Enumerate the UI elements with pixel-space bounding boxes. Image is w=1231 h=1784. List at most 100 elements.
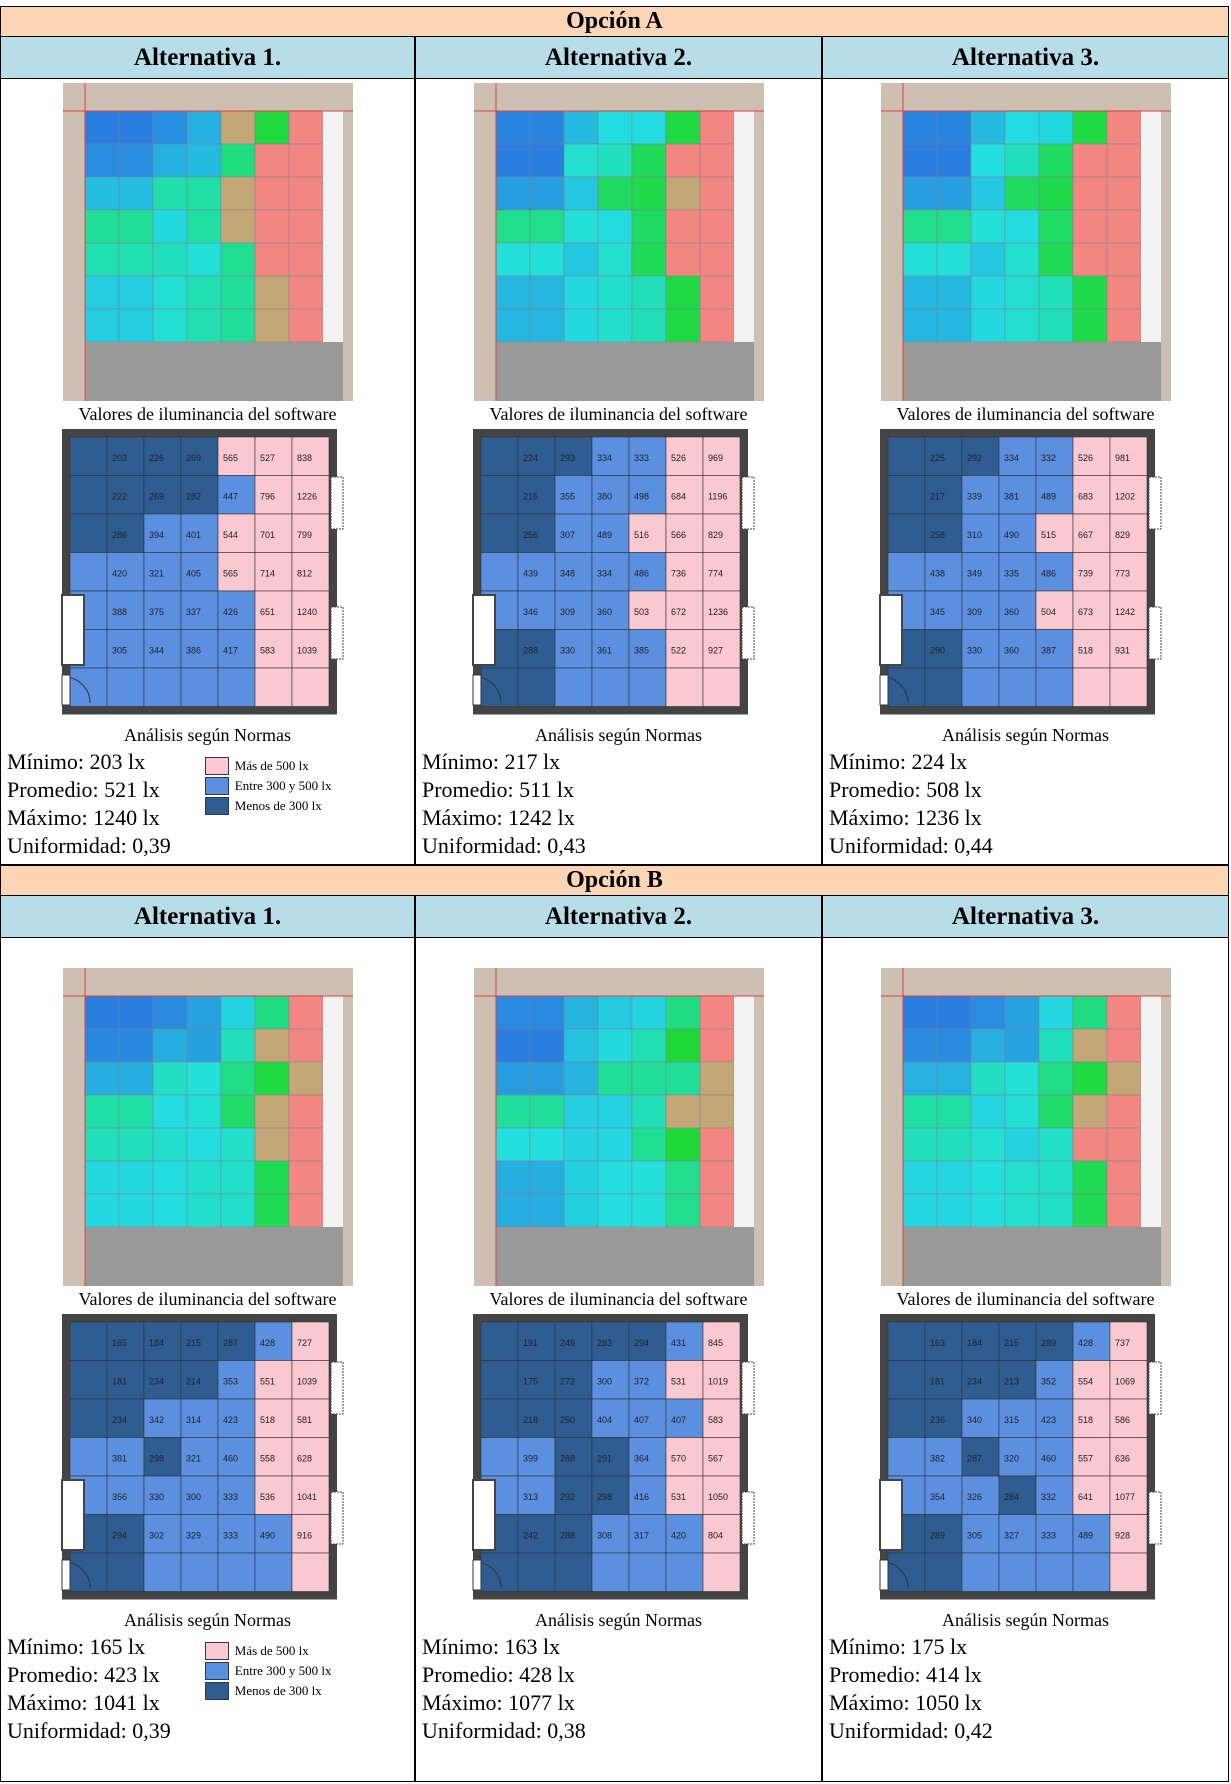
heatmap-cell: [631, 1127, 666, 1162]
plan-value: 380: [597, 492, 612, 502]
heatmap-cell: [1038, 110, 1073, 145]
heatmap-cell: [631, 1094, 666, 1129]
plan-value: 360: [597, 607, 612, 617]
plan-cell: [887, 552, 925, 592]
heatmap-cell: [631, 176, 666, 211]
heatmap-cell: [665, 209, 700, 244]
plan-value: 636: [1115, 1454, 1130, 1464]
plan-cell: [961, 1437, 999, 1477]
heatmap-cell: [1038, 995, 1073, 1030]
heatmap-cell: [1004, 110, 1039, 145]
heatmap-bottom: [902, 342, 1161, 401]
heatmap-cell: [254, 1160, 289, 1195]
heatmap-cell: [288, 275, 323, 310]
plan-cell: [628, 513, 666, 553]
heatmap-cell: [186, 143, 221, 178]
plan-value: 423: [1041, 1415, 1056, 1425]
heatmap-cell: [84, 176, 119, 211]
plan-cell: [998, 1360, 1036, 1400]
plan-caption: Análisis según Normas: [535, 1610, 702, 1630]
plan-cell: [517, 513, 555, 553]
plan-value: 1039: [297, 1377, 317, 1387]
stat-line: Uniformidad: 0,43: [422, 833, 586, 858]
heatmap-cell: [902, 995, 937, 1030]
plan-cell: [291, 436, 329, 476]
heatmap-cell: [529, 209, 564, 244]
plan-value: 672: [671, 607, 686, 617]
plan-cell: [924, 513, 962, 553]
plan-cell: [591, 590, 629, 630]
heatmap-cell: [970, 242, 1005, 277]
heatmap-cell: [631, 143, 666, 178]
plan-cell: [591, 1398, 629, 1438]
heatmap-cell: [254, 1094, 289, 1129]
heatmap-cell: [936, 1028, 971, 1063]
plan-value: 428: [1078, 1338, 1093, 1348]
plan-value: 329: [186, 1531, 201, 1541]
plan-cell: [998, 590, 1036, 630]
plan-value: 330: [560, 646, 575, 656]
plan-cell: [554, 475, 592, 515]
plan-cell: [554, 667, 592, 707]
heatmap-cell: [1072, 1094, 1107, 1129]
heatmap-right: [1140, 111, 1161, 342]
plan-value: 518: [260, 1415, 275, 1425]
plan-value: 327: [1004, 1531, 1019, 1541]
heatmap-cell: [220, 110, 255, 145]
stat-line: Mínimo: 203 lx: [7, 749, 146, 774]
plan-value: 460: [223, 1454, 238, 1464]
heatmap-cell: [186, 1094, 221, 1129]
heatmap-cell: [1004, 1028, 1039, 1063]
plan-value: 566: [671, 530, 686, 540]
heatmap-cell: [186, 275, 221, 310]
plan-cell: [998, 1321, 1036, 1361]
heatmap-cell: [1072, 209, 1107, 244]
heatmap-cell: [699, 1127, 734, 1162]
plan-cell: [591, 1360, 629, 1400]
plan-cell: [517, 1398, 555, 1438]
legend-label: Menos de 300 lx: [234, 798, 322, 813]
heatmap-cell: [970, 1028, 1005, 1063]
plan-cell: [69, 513, 107, 553]
heatmap-cell: [220, 1127, 255, 1162]
alternative-header: Alternativa 2.: [415, 895, 822, 938]
heatmap-cell: [1072, 995, 1107, 1030]
plan-caption: Análisis según Normas: [124, 725, 291, 745]
plan-cell: [106, 552, 144, 592]
software-heatmap: [880, 968, 1171, 1286]
heatmap-cell: [84, 242, 119, 277]
plan-value: 927: [708, 646, 723, 656]
heatmap-cell: [597, 1160, 632, 1195]
heatmap-cell: [665, 995, 700, 1030]
heatmap-cell: [220, 143, 255, 178]
heatmap-cell: [118, 995, 153, 1030]
plan-value: 250: [560, 1415, 575, 1425]
plan-cell: [1035, 1398, 1073, 1438]
heatmap-cell: [529, 176, 564, 211]
heatmap-cell: [631, 995, 666, 1030]
plan-value: 558: [260, 1454, 275, 1464]
heatmap-cell: [529, 1094, 564, 1129]
plan-value: 289: [1041, 1338, 1056, 1348]
plan-cell: [69, 475, 107, 515]
plan-cell: [1072, 1552, 1110, 1592]
heatmap-cell: [529, 1160, 564, 1195]
plan-value: 298: [149, 1454, 164, 1464]
legend-label: Más de 500 lx: [234, 758, 309, 773]
plan-cell: [217, 1514, 255, 1554]
plan-cell: [998, 475, 1036, 515]
heatmap-cell: [288, 176, 323, 211]
plan-value: 290: [930, 646, 945, 656]
heatmap-cell: [254, 995, 289, 1030]
heatmap-cell: [597, 1028, 632, 1063]
heatmap-cell: [563, 143, 598, 178]
plan-value: 309: [560, 607, 575, 617]
legend-label: Entre 300 y 500 lx: [234, 1663, 332, 1678]
heatmap-cell: [186, 1127, 221, 1162]
heatmap-cell: [84, 275, 119, 310]
stat-line: Promedio: 423 lx: [7, 1662, 160, 1687]
heatmap-cell: [1004, 176, 1039, 211]
plan-value: 372: [634, 1377, 649, 1387]
plan-value: 526: [671, 453, 686, 463]
heatmap-cell: [186, 242, 221, 277]
